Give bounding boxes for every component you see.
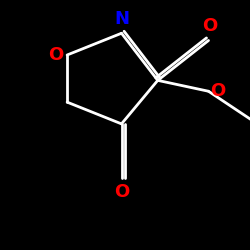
Text: O: O (202, 18, 218, 36)
Text: N: N (114, 10, 129, 28)
Text: O: O (114, 183, 129, 201)
Text: O: O (48, 46, 64, 64)
Text: O: O (210, 82, 225, 100)
